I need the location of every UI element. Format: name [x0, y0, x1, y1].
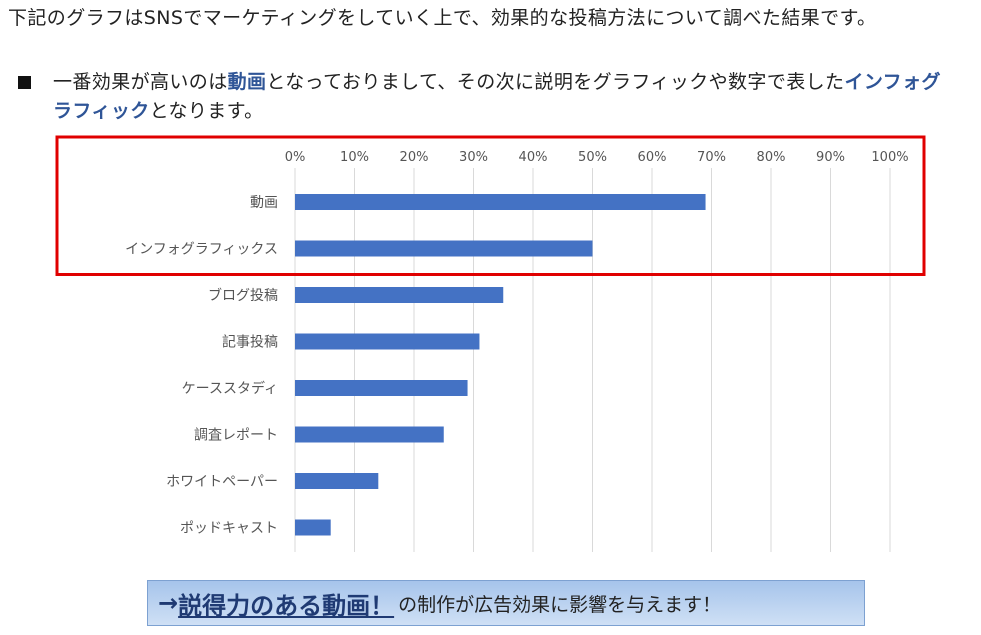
bullet-text-before: 一番効果が高いのは: [53, 71, 228, 93]
highlight-video: 動画: [227, 71, 267, 93]
x-tick-label: 80%: [757, 150, 786, 165]
category-label: ケーススタディ: [182, 380, 278, 397]
bullet-text: 一番効果が高いのは動画となっておりまして、その次に説明をグラフィックや数字で表し…: [53, 68, 953, 126]
x-tick-label: 70%: [697, 150, 726, 165]
category-label: インフォグラフィックス: [125, 242, 278, 258]
x-tick-label: 0%: [285, 150, 306, 165]
intro-text: 下記のグラフはSNSでマーケティングをしていく上で、効果的な投稿方法について調べ…: [8, 7, 877, 29]
category-label: ブログ投稿: [208, 287, 278, 304]
x-tick-label: 60%: [638, 150, 667, 165]
category-label: ホワイトペーパー: [166, 474, 278, 490]
highlight-infographic: インフォグラフィック: [53, 71, 941, 122]
callout-banner: → 説得力のある動画！ の制作が広告効果に影響を与えます！: [147, 580, 865, 626]
arrow-icon: →: [158, 589, 179, 617]
callout-emphasis: 説得力のある動画！: [178, 591, 395, 620]
bullet-text-after: となります。: [149, 100, 264, 122]
bar-chart: 0% 10% 20% 30% 40% 50% 60% 70% 80% 90% 100% 動画インフォグ…: [55, 135, 926, 552]
bar: [295, 287, 504, 303]
bar: [295, 333, 480, 350]
bar: [295, 473, 379, 489]
square-bullet-icon: [18, 76, 31, 89]
x-tick-label: 50%: [578, 150, 607, 165]
category-label: 記事投稿: [222, 334, 278, 351]
x-tick-label: 90%: [816, 150, 845, 165]
x-tick-label: 30%: [459, 150, 488, 165]
bar: [295, 426, 444, 443]
category-label: 調査レポート: [194, 428, 278, 444]
bar: [295, 240, 593, 257]
bar: [295, 519, 331, 536]
x-tick-label: 20%: [400, 150, 429, 165]
category-label: 動画: [250, 195, 278, 211]
bullet-text-middle: となっておりまして、その次に説明をグラフィックや数字で表した: [266, 71, 845, 93]
x-tick-label: 10%: [340, 150, 369, 165]
bar: [295, 380, 468, 396]
callout-text: の制作が広告効果に影響を与えます！: [398, 593, 722, 616]
x-tick-label: 100%: [871, 150, 908, 165]
highlight-box: [55, 135, 926, 276]
category-label: ポッドキャスト: [180, 521, 278, 537]
bar: [295, 194, 706, 210]
x-tick-label: 40%: [519, 150, 548, 165]
